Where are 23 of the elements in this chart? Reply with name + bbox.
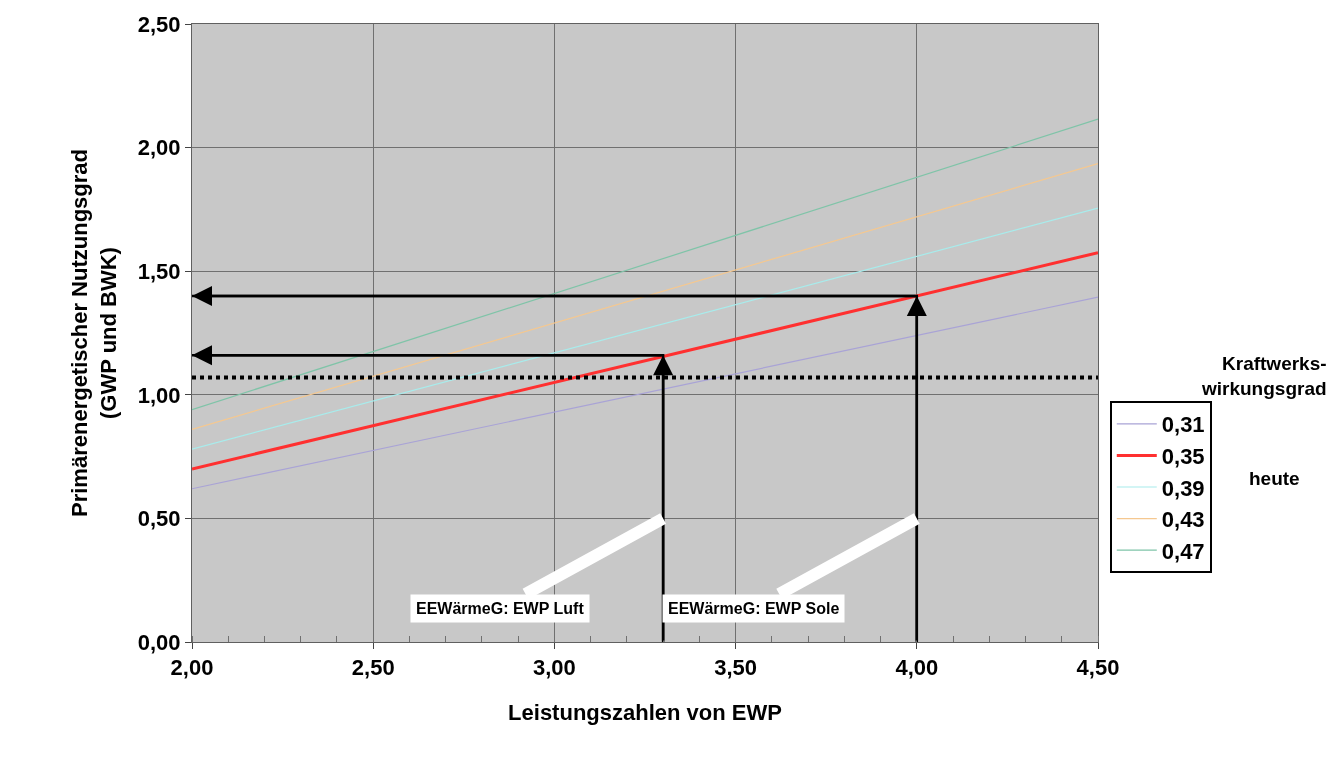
legend-label: 0,39: [1161, 475, 1205, 501]
text: heute: [1249, 468, 1300, 489]
x-tick-label: 4,50: [1076, 655, 1120, 681]
x-tick-label: 4,00: [895, 655, 939, 681]
x-tick-label: 2,50: [351, 655, 395, 681]
x-tick-label: 2,00: [170, 655, 214, 681]
y-tick-label: 1,00: [137, 382, 181, 408]
y-tick-label: 2,00: [137, 135, 181, 161]
y-axis-title: Primärenergetischer Nutzungsgrad (GWP und BWK): [66, 149, 121, 517]
y-tick-label: 2,50: [137, 11, 181, 37]
annotation: EEWärmeG: EWP Sole: [668, 600, 840, 617]
legend-label: 0,31: [1161, 412, 1205, 438]
legend-label: 0,47: [1161, 538, 1205, 564]
annotation: EEWärmeG: EWP Luft: [416, 600, 585, 617]
y-tick-label: 0,50: [137, 506, 181, 532]
y-tick-label: 0,00: [137, 629, 181, 655]
x-tick-label: 3,00: [532, 655, 576, 681]
legend-label: 0,43: [1161, 507, 1205, 533]
legend-title: Kraftwerks-wirkungsgrad: [1201, 353, 1327, 399]
y-tick-label: 1,50: [137, 258, 181, 284]
legend-label: 0,35: [1161, 443, 1205, 469]
x-tick-label: 3,50: [714, 655, 758, 681]
x-axis-title: Leistungszahlen von EWP: [508, 700, 782, 726]
